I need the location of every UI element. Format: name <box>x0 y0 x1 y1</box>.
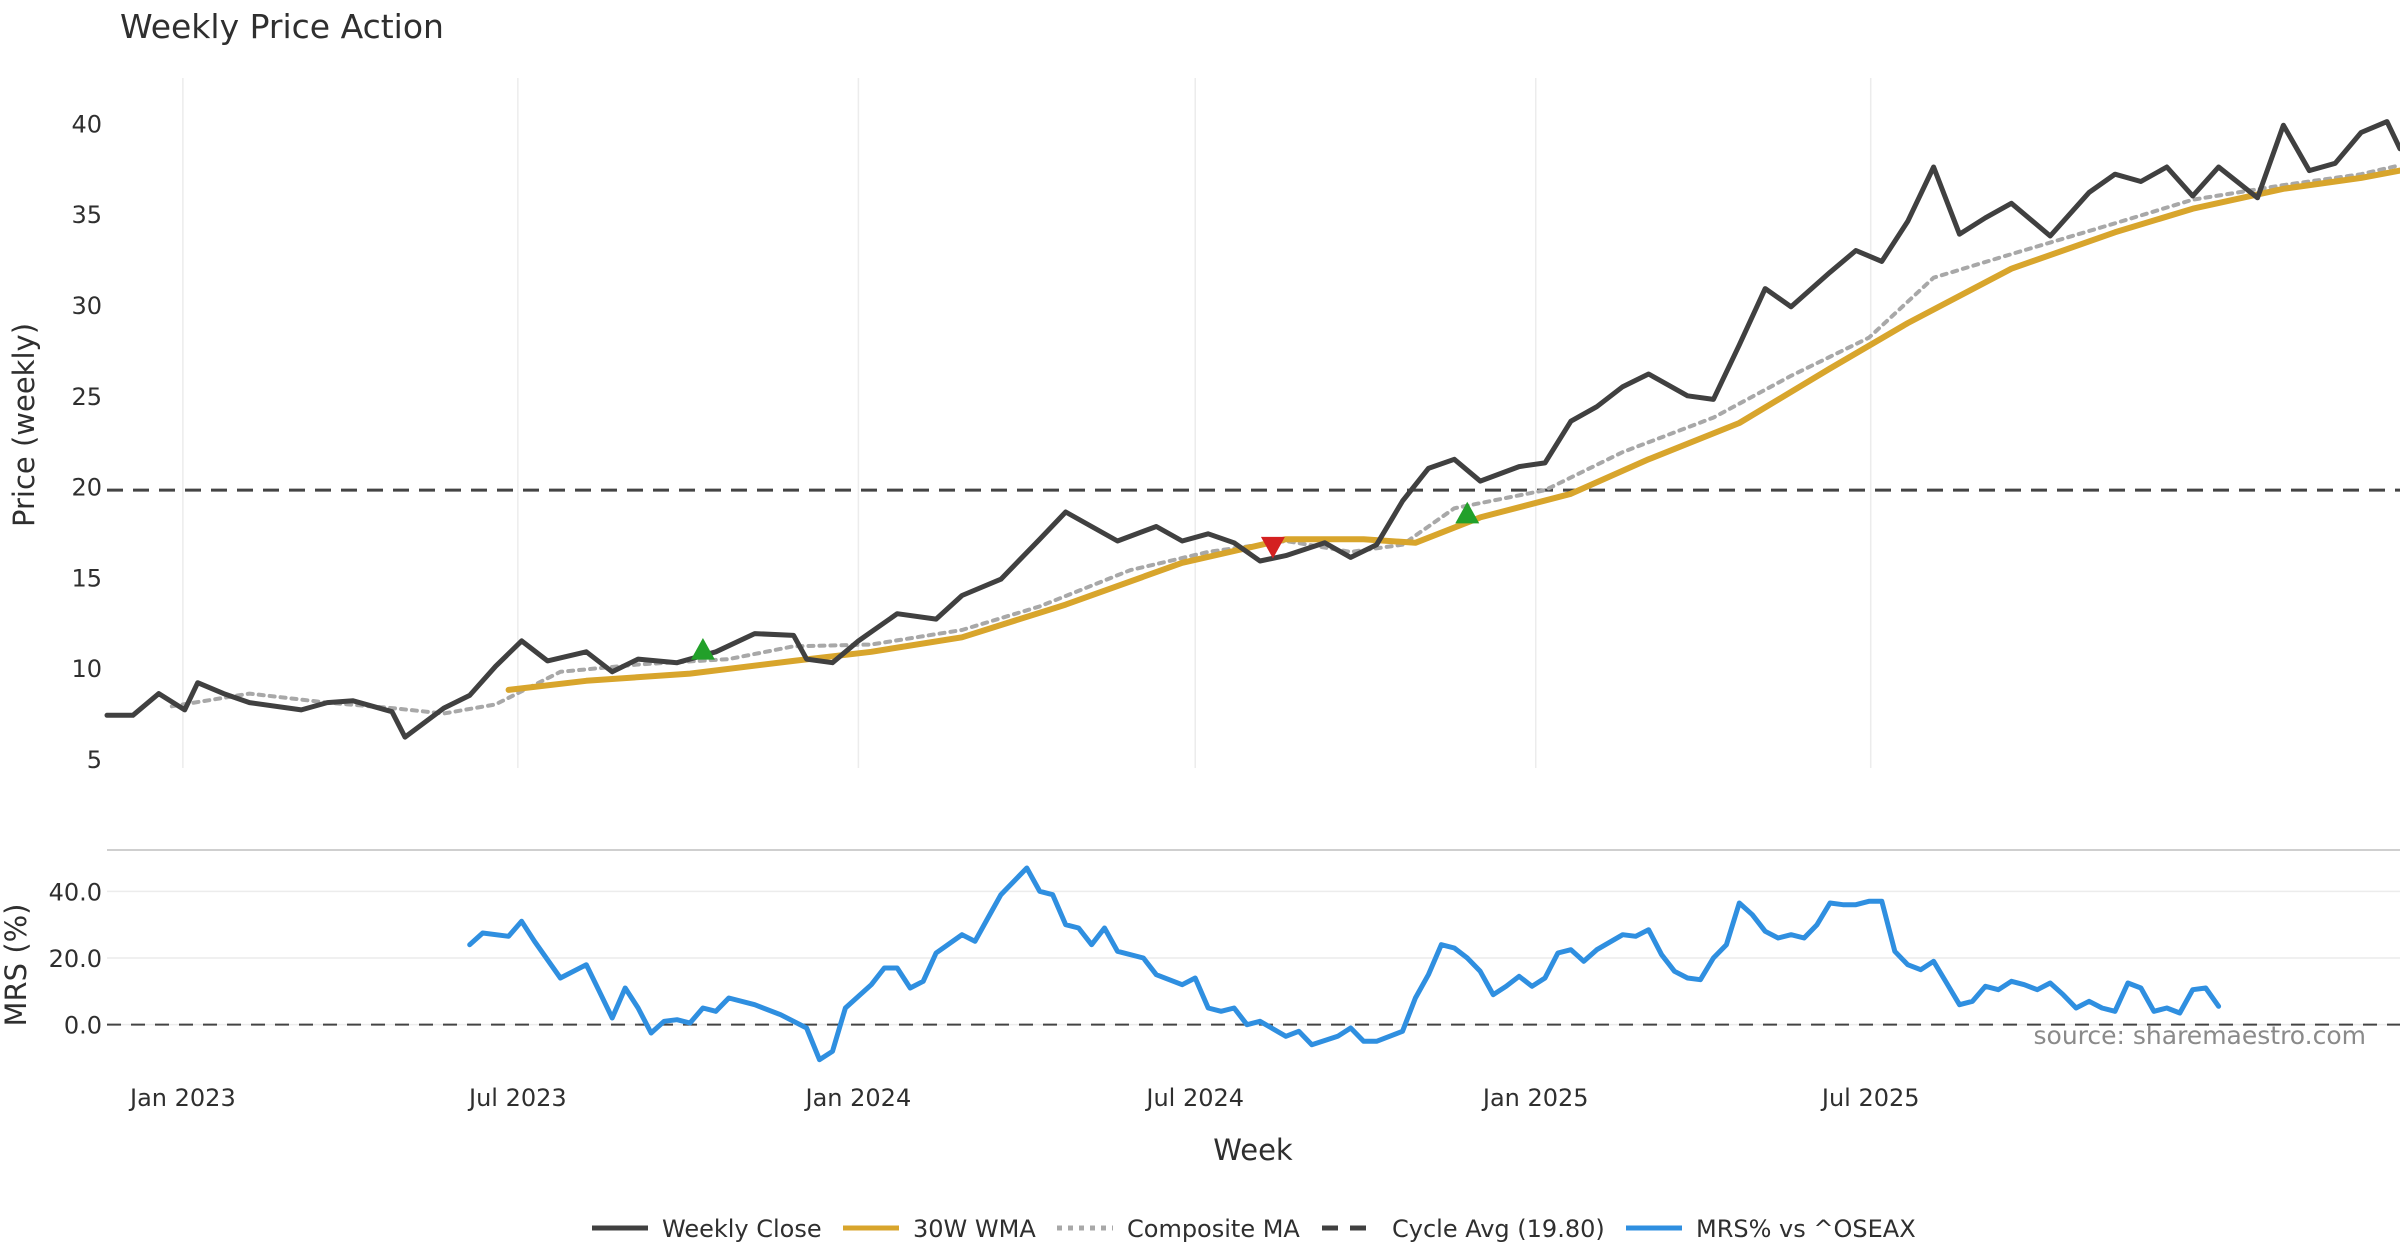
top-panel-gridlines <box>182 78 1872 768</box>
legend-label-30w-wma: 30W WMA <box>913 1215 1036 1243</box>
series-mrs-vs-oseax <box>467 865 2222 1063</box>
buy-signal-marker <box>1455 501 1480 524</box>
y-tick-label: 30 <box>71 292 102 320</box>
series-weekly-close <box>104 119 2400 740</box>
y-tick-label: 40 <box>71 110 102 138</box>
x-tick-label: Jul 2024 <box>1144 1084 1244 1112</box>
mrs-axis-label: MRS (%) <box>0 904 33 1027</box>
mrs-axis-ticks: 0.0 20.0 40.0 <box>49 878 102 1039</box>
x-tick-label: Jan 2024 <box>804 1084 912 1112</box>
chart-title: Weekly Price Action <box>120 7 444 46</box>
x-tick-label: Jan 2025 <box>1481 1084 1589 1112</box>
y-tick-label: 15 <box>71 564 102 592</box>
y-tick-label: 35 <box>71 201 102 229</box>
price-axis-label: Price (weekly) <box>7 323 41 527</box>
series-30w-wma <box>505 167 2400 693</box>
signal-markers <box>690 501 1480 660</box>
legend-label-composite-ma: Composite MA <box>1127 1215 1300 1243</box>
source-label: source: sharemaestro.com <box>2034 1021 2367 1050</box>
y-tick-label: 20 <box>71 474 102 502</box>
y-tick-label: 5 <box>87 746 102 774</box>
legend-label-cycle-avg-19-80: Cycle Avg (19.80) <box>1392 1215 1605 1243</box>
sell-signal-marker <box>1260 536 1285 559</box>
y-tick-label: 0.0 <box>64 1012 102 1040</box>
x-tick-label: Jan 2023 <box>128 1084 236 1112</box>
buy-signal-marker <box>690 637 715 660</box>
y-tick-label: 20.0 <box>49 945 102 973</box>
x-tick-label: Jul 2025 <box>1820 1084 1920 1112</box>
y-tick-label: 10 <box>71 655 102 683</box>
chart-legend: Weekly Close 30W WMA Composite MA Cycle Avg… <box>592 1215 1916 1243</box>
bottom-panel-gridlines <box>107 890 2400 1026</box>
week-axis-label: Week <box>1213 1133 1293 1167</box>
price-series-group <box>104 119 2400 740</box>
y-tick-label: 25 <box>71 383 102 411</box>
mrs-series-group <box>467 865 2222 1063</box>
y-tick-label: 40.0 <box>49 878 102 906</box>
legend-label-weekly-close: Weekly Close <box>662 1215 822 1243</box>
legend-label-mrs-vs-oseax: MRS% vs ^OSEAX <box>1696 1215 1916 1243</box>
x-tick-label: Jul 2023 <box>467 1084 567 1112</box>
series-composite-ma <box>169 163 2400 716</box>
price-axis-ticks: 5 10 15 20 25 30 35 40 <box>71 110 102 774</box>
week-axis-ticks: Jan 2023 Jul 2023 Jan 2024 Jul 2024 Jan 2025… <box>128 1084 1920 1112</box>
